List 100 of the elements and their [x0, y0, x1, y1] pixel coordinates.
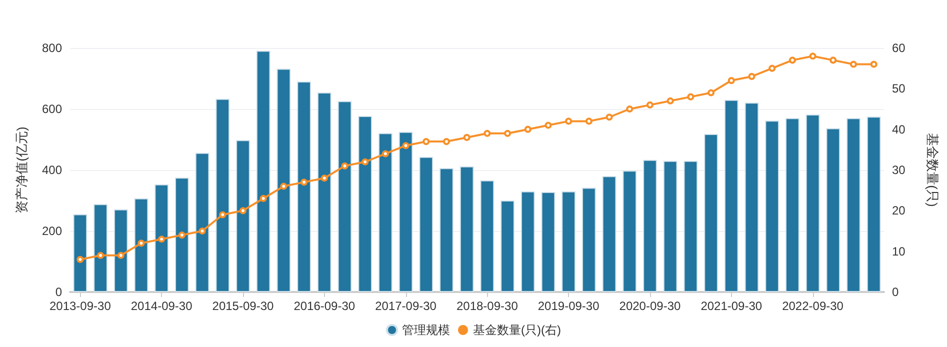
- y2-tick-label: 60: [892, 41, 906, 55]
- point: [178, 232, 186, 239]
- bar: [358, 116, 372, 292]
- x-tick-label: 2017-09-30: [375, 299, 437, 313]
- point: [402, 142, 410, 150]
- bar: [256, 50, 270, 292]
- point: [76, 256, 84, 263]
- point: [320, 174, 328, 182]
- point: [585, 118, 592, 125]
- y-tick-label: 0: [55, 285, 62, 299]
- bar: [724, 100, 738, 292]
- point: [768, 64, 776, 72]
- bar: [175, 178, 189, 292]
- bar: [663, 160, 678, 292]
- bar: [786, 118, 800, 292]
- bar: [582, 188, 596, 292]
- y2-tick-label: 0: [892, 285, 899, 299]
- x-tick-label: 2022-09-30: [782, 299, 844, 313]
- y-tick-label: 800: [42, 41, 62, 55]
- bar: [765, 120, 779, 292]
- bar: [276, 68, 291, 292]
- y2-tick-label: 50: [892, 82, 906, 96]
- bar: [114, 209, 128, 292]
- bar: [704, 134, 718, 292]
- x-tick-label: 2013-09-30: [49, 299, 112, 313]
- x-tick-label: 2020-09-30: [619, 299, 681, 313]
- bar: [73, 214, 88, 292]
- bar: [154, 184, 168, 292]
- point: [158, 236, 166, 243]
- y-tick-label: 200: [42, 224, 62, 238]
- bar: [216, 98, 230, 292]
- point: [422, 138, 430, 146]
- point: [666, 97, 674, 104]
- y2-tick-label: 10: [892, 244, 906, 258]
- x-tick-label: 2019-09-30: [538, 299, 600, 313]
- bar: [602, 176, 616, 292]
- point: [646, 101, 654, 108]
- y2-tick-label: 40: [892, 122, 906, 136]
- point: [382, 150, 389, 158]
- y-tick-label: 400: [42, 163, 62, 177]
- point: [524, 126, 532, 133]
- point: [260, 194, 267, 202]
- bar: [419, 156, 434, 292]
- point: [544, 122, 552, 129]
- bar: [684, 160, 698, 292]
- bar: [806, 114, 820, 292]
- point: [138, 240, 145, 247]
- point: [687, 93, 694, 100]
- bar: [440, 168, 454, 292]
- point: [442, 138, 450, 146]
- point: [198, 228, 206, 234]
- bar: [562, 191, 576, 292]
- point: [850, 60, 857, 68]
- y2-axis-title: 基金数量(只): [925, 133, 940, 207]
- bar: [297, 82, 311, 292]
- bar: [846, 118, 860, 292]
- bar: [500, 200, 514, 292]
- point: [504, 130, 512, 137]
- point: [809, 52, 816, 60]
- bar: [866, 116, 881, 292]
- x-tick-label: 2021-09-30: [700, 299, 762, 313]
- point: [219, 211, 226, 218]
- point: [748, 72, 756, 80]
- bar: [195, 152, 210, 292]
- point: [97, 252, 104, 259]
- bar: [480, 180, 494, 292]
- x-tick-label: 2018-09-30: [456, 299, 518, 313]
- point: [606, 114, 613, 121]
- bar: [460, 166, 474, 292]
- point: [708, 89, 715, 96]
- x-tick-label: 2014-09-30: [130, 299, 193, 313]
- x-tick-label: 2015-09-30: [212, 299, 274, 313]
- bar: [826, 128, 840, 292]
- point: [280, 182, 288, 190]
- point: [830, 56, 837, 64]
- bar: [317, 92, 332, 292]
- y2-tick-label: 20: [892, 204, 906, 218]
- point: [728, 77, 735, 84]
- point: [239, 207, 246, 214]
- y2-tick-label: 30: [892, 163, 906, 177]
- legend-label: 管理规模: [402, 323, 450, 337]
- point: [463, 134, 470, 141]
- point: [788, 56, 796, 64]
- point: [362, 158, 369, 166]
- x-tick-label: 2016-09-30: [294, 299, 356, 313]
- bar: [541, 192, 556, 292]
- point: [565, 118, 572, 125]
- point: [117, 252, 124, 259]
- bar: [236, 140, 250, 292]
- bar: [643, 160, 657, 292]
- bar: [378, 133, 392, 292]
- bar: [744, 102, 759, 292]
- point: [626, 106, 634, 112]
- y-tick-label: 600: [42, 102, 62, 116]
- bar: [398, 132, 413, 292]
- legend-label: 基金数量(只)(右): [473, 323, 561, 337]
- point: [300, 178, 308, 186]
- bar: [94, 204, 108, 292]
- point: [484, 130, 491, 137]
- point: [870, 60, 878, 68]
